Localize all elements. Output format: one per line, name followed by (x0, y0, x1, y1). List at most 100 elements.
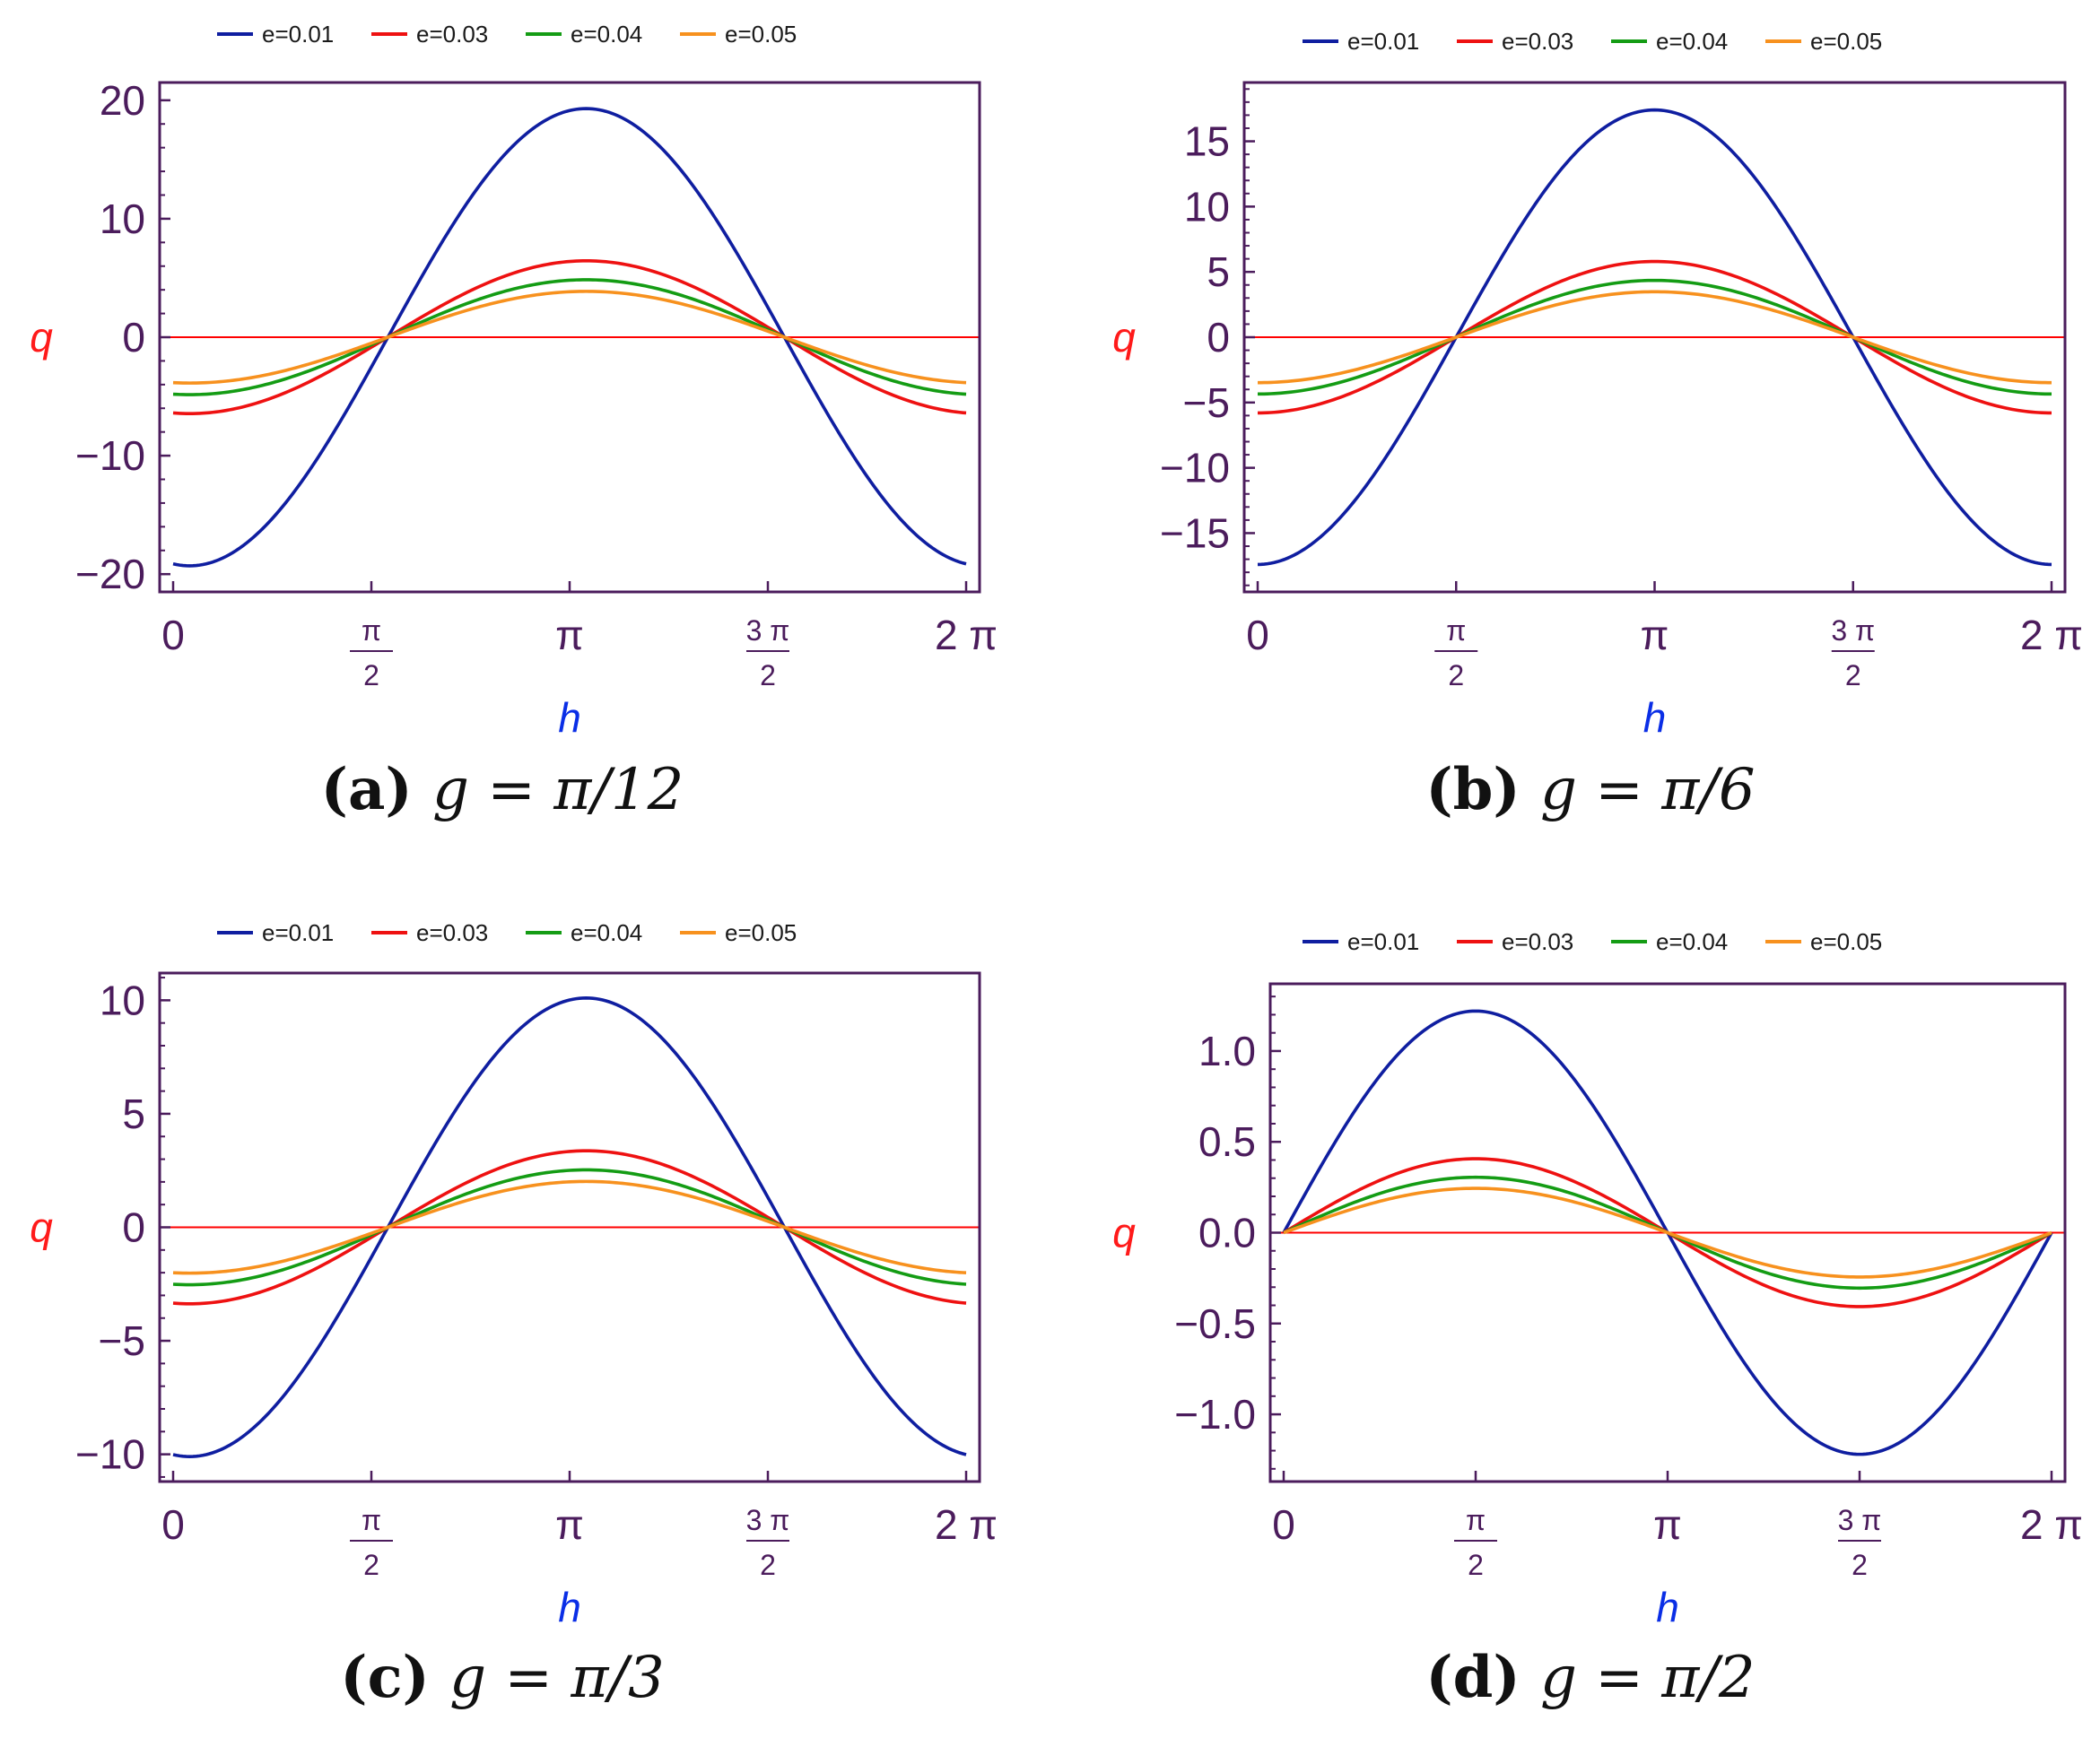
legend-label: e=0.01 (1347, 28, 1419, 55)
series-line-e=0.03 (1257, 259, 2052, 415)
y-tick-label: 10 (100, 977, 145, 1023)
y-tick-label: −10 (75, 1431, 145, 1478)
x-tick-label: π (555, 1501, 584, 1548)
legend-label: e=0.05 (725, 21, 797, 48)
legend-label: e=0.01 (1347, 928, 1419, 955)
panel-caption: (c) g = π/3 (340, 1644, 664, 1711)
caption-letter: (b) (1425, 756, 1540, 823)
y-tick-label: 1.0 (1198, 1028, 1256, 1074)
y-axis-label: q (30, 314, 53, 361)
x-tick-label: π (1641, 612, 1669, 658)
x-tick-label: 2 π (935, 612, 998, 658)
chart-panel-c: e=0.01 e=0.03 e=0.04 e=0.05 10 5 0 −5 −10 0 π 2 π 3 π… (30, 919, 998, 1711)
y-tick-label: −20 (75, 551, 145, 597)
x-tick-label: π (555, 612, 584, 658)
panel-caption: (a) g = π/12 (321, 756, 684, 823)
y-tick-label: 0.0 (1198, 1210, 1256, 1256)
series-line-e=0.01 (172, 996, 967, 1458)
series-line-e=0.01 (1257, 108, 2052, 567)
series-line-e=0.04 (172, 1168, 967, 1287)
x-tick-label: 0 (161, 612, 185, 658)
panel-caption: (b) g = π/6 (1425, 756, 1755, 823)
y-tick-label: 20 (100, 77, 145, 124)
y-tick-label: 15 (1184, 118, 1230, 165)
y-tick-label: −10 (1160, 445, 1230, 491)
legend-label: e=0.03 (1502, 28, 1573, 55)
y-tick-label: 5 (122, 1091, 145, 1137)
x-tick-label: 2 π (2020, 1501, 2083, 1548)
series-line-e=0.03 (172, 1149, 967, 1306)
x-tick-label-numerator: π (1446, 614, 1466, 647)
y-tick-label: 10 (1184, 183, 1230, 230)
x-tick-label-numerator: 3 π (1838, 1504, 1882, 1536)
y-tick-label: 0 (122, 1204, 145, 1251)
x-tick-label: 2 π (2020, 612, 2083, 658)
caption-math: g = π/12 (432, 757, 684, 823)
series-line-e=0.03 (172, 258, 967, 416)
legend-label: e=0.04 (571, 919, 642, 946)
legend: e=0.01 e=0.03 e=0.04 e=0.05 (217, 919, 797, 946)
y-tick-label: 0.5 (1198, 1118, 1256, 1165)
x-tick-label: π (1653, 1501, 1682, 1548)
caption-math: g = π/3 (449, 1645, 665, 1711)
y-tick-label: −5 (1183, 379, 1230, 426)
caption-math: g = π/2 (1540, 1645, 1756, 1711)
legend-label: e=0.04 (1656, 28, 1728, 55)
legend-label: e=0.03 (416, 21, 488, 48)
series-line-e=0.05 (172, 1179, 967, 1275)
x-tick-label-denominator: 2 (363, 1549, 379, 1581)
series-line-e=0.05 (1283, 1186, 2052, 1279)
x-tick-label-numerator: 3 π (746, 1504, 790, 1536)
y-tick-label: −1.0 (1174, 1391, 1256, 1438)
y-tick-label: 0 (1207, 314, 1230, 361)
y-axis-label: q (1112, 1210, 1136, 1256)
legend-label: e=0.01 (262, 21, 334, 48)
y-tick-label: 5 (1207, 248, 1230, 295)
x-tick-label-numerator: 3 π (746, 614, 790, 647)
legend-label: e=0.03 (1502, 928, 1573, 955)
x-axis-label: h (558, 1584, 581, 1630)
legend-label: e=0.05 (1810, 28, 1882, 55)
caption-letter: (a) (321, 756, 432, 823)
caption-letter: (d) (1425, 1644, 1540, 1711)
chart-panel-a: e=0.01 e=0.03 e=0.04 e=0.05 20 10 0 −10 −20 0 π 2 π 3… (30, 21, 998, 823)
x-tick-label-denominator: 2 (363, 659, 379, 691)
y-axis-label: q (30, 1204, 53, 1251)
panel-caption: (d) g = π/2 (1425, 1644, 1755, 1711)
x-tick-label-denominator: 2 (1468, 1549, 1484, 1581)
y-tick-label: −0.5 (1174, 1300, 1256, 1347)
series-line-e=0.05 (1257, 290, 2052, 385)
x-tick-label-denominator: 2 (760, 659, 776, 691)
x-tick-label: 0 (1246, 612, 1269, 658)
x-tick-label-numerator: π (362, 614, 381, 647)
x-tick-label-numerator: π (362, 1504, 381, 1536)
x-axis-label: h (1656, 1584, 1679, 1630)
chart-panel-d: e=0.01 e=0.03 e=0.04 e=0.05 1.0 0.5 0.0 −0.5 −1.… (1112, 928, 2083, 1711)
x-tick-label-numerator: π (1466, 1504, 1486, 1536)
x-tick-label-denominator: 2 (760, 1549, 776, 1581)
legend-label: e=0.05 (725, 919, 797, 946)
chart-panel-b: e=0.01 e=0.03 e=0.04 e=0.05 15 10 5 0 −5 −10 −15 0 π… (1112, 28, 2083, 823)
x-tick-label: 0 (161, 1501, 185, 1548)
x-tick-label-denominator: 2 (1448, 659, 1464, 691)
series-line-e=0.04 (172, 278, 967, 396)
x-axis-label: h (1643, 694, 1667, 741)
series-line-e=0.04 (1257, 278, 2052, 396)
y-axis-label: q (1112, 314, 1136, 361)
y-tick-label: −5 (99, 1317, 145, 1364)
caption-math: g = π/6 (1540, 757, 1756, 823)
caption-letter: (c) (340, 1644, 449, 1711)
legend-label: e=0.04 (571, 21, 642, 48)
x-tick-label-denominator: 2 (1852, 1549, 1868, 1581)
y-tick-label: −15 (1160, 509, 1230, 556)
legend: e=0.01 e=0.03 e=0.04 e=0.05 (1303, 928, 1882, 955)
x-tick-label: 2 π (935, 1501, 998, 1548)
y-tick-label: 10 (100, 196, 145, 242)
x-axis-label: h (558, 694, 581, 741)
y-tick-label: −10 (75, 432, 145, 479)
legend-label: e=0.01 (262, 919, 334, 946)
y-tick-label: 0 (122, 314, 145, 361)
legend-label: e=0.05 (1810, 928, 1882, 955)
legend: e=0.01 e=0.03 e=0.04 e=0.05 (1303, 28, 1882, 55)
